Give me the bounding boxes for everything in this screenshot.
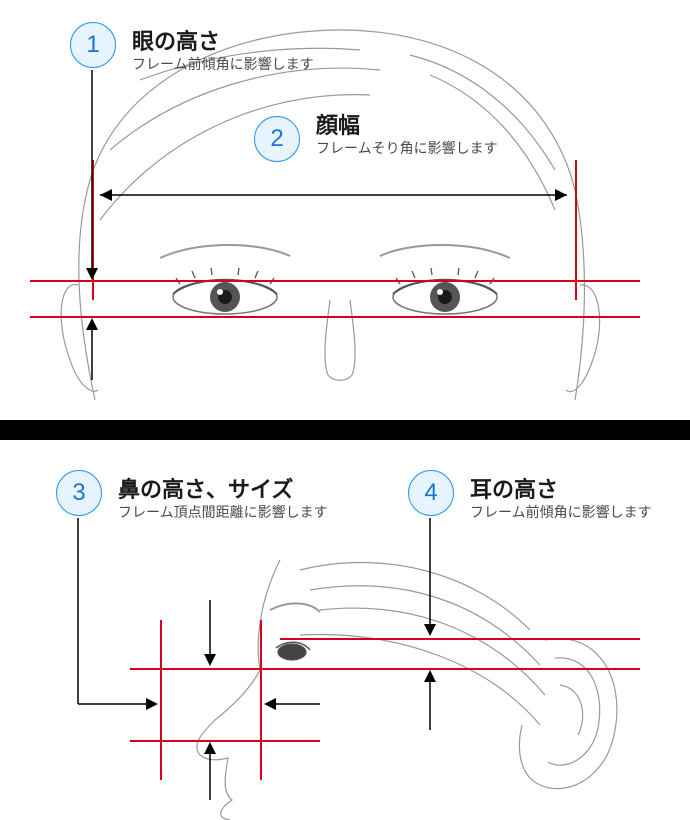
badge-4: 4 (408, 470, 454, 516)
title-eye-height: 眼の高さ (132, 24, 220, 56)
badge-3: 3 (56, 470, 102, 516)
sub-nose: フレーム頂点間距離に影響します (118, 502, 328, 522)
badge-2-number: 2 (270, 125, 283, 153)
sub-eye-height: フレーム前傾角に影響します (132, 54, 314, 74)
pointers-bottom (0, 440, 690, 820)
panel-divider (0, 420, 690, 440)
title-nose: 鼻の高さ、サイズ (118, 472, 293, 504)
sub-face-width: フレームそり角に影響します (316, 138, 498, 158)
title-face-width: 顔幅 (316, 108, 360, 140)
badge-2: 2 (254, 116, 300, 162)
badge-1-number: 1 (86, 31, 99, 59)
panel-eye-facewidth: 1 眼の高さ フレーム前傾角に影響します 2 顔幅 フレームそり角に影響します (0, 0, 690, 420)
badge-1: 1 (70, 22, 116, 68)
badge-3-number: 3 (72, 479, 85, 507)
badge-4-number: 4 (424, 479, 437, 507)
title-ear: 耳の高さ (470, 472, 558, 504)
panel-nose-ear: 3 鼻の高さ、サイズ フレーム頂点間距離に影響します 4 耳の高さ フレーム前傾… (0, 440, 690, 820)
sub-ear: フレーム前傾角に影響します (470, 502, 652, 522)
